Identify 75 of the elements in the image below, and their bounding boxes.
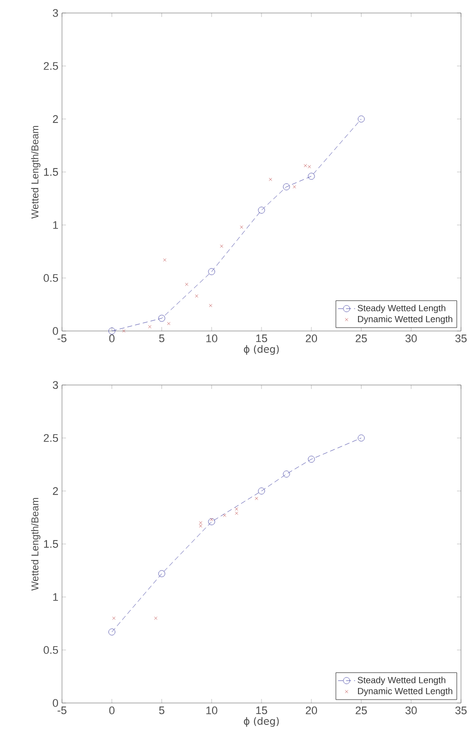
y-tick-label: 0: [52, 699, 58, 707]
point: [209, 304, 212, 308]
y-tick-label: 0.5: [44, 274, 58, 282]
point: [154, 616, 158, 620]
legend-label: Dynamic Wetted Length: [358, 688, 452, 696]
point: [208, 518, 216, 526]
y-tick-label: 0.5: [44, 646, 58, 654]
point: [220, 244, 224, 248]
x-tick-label: 0: [109, 706, 114, 714]
point: [308, 172, 315, 180]
point: [240, 226, 244, 229]
y-tick-label: 3: [52, 9, 58, 17]
point: [158, 570, 166, 578]
point: [208, 268, 216, 276]
x-tick-label: 30: [405, 334, 417, 342]
y-tick-label: 2.5: [44, 62, 58, 70]
x-tick-label: 30: [405, 706, 417, 714]
legend-label: Dynamic Wetted Length: [358, 316, 452, 324]
x-tick-label: -5: [58, 706, 66, 714]
x-tick-label: 25: [356, 334, 367, 342]
x-tick-label: 25: [356, 706, 367, 714]
x-tick-label: 35: [455, 334, 467, 342]
point: [268, 178, 272, 182]
y-tick-label: 1: [53, 593, 58, 601]
x-axis-title: ϕ (deg): [244, 345, 279, 355]
y-tick-label: 2: [52, 487, 58, 495]
point: [358, 434, 365, 442]
point: [167, 322, 170, 326]
point: [163, 258, 166, 262]
x-tick-label: 10: [206, 706, 218, 714]
point: [283, 470, 290, 478]
point: [358, 116, 365, 122]
point: [308, 456, 315, 463]
x-tick-label: 20: [306, 706, 318, 714]
point: [158, 314, 166, 322]
point: [108, 628, 116, 636]
point: [283, 183, 290, 190]
x-tick-label: 5: [159, 706, 164, 714]
point: [199, 524, 202, 528]
point: [254, 496, 258, 500]
point: [210, 518, 214, 522]
x-tick-label: 0: [109, 334, 114, 342]
point: [108, 328, 116, 334]
point: [234, 512, 238, 515]
y-tick-label: 0: [52, 327, 58, 335]
y-tick-label: 2: [52, 115, 58, 123]
x-tick-label: 35: [455, 706, 467, 714]
x-axis-title: ϕ (deg): [244, 717, 279, 727]
point: [112, 616, 116, 620]
point: [199, 521, 202, 524]
x-tick-label: 5: [159, 334, 164, 342]
y-tick-label: 1.5: [44, 168, 58, 176]
point: [308, 165, 311, 168]
point: [258, 488, 265, 494]
point: [185, 282, 188, 286]
y-tick-label: 1.5: [44, 540, 58, 548]
y-axis-title: Wetted Length/Beam: [31, 126, 40, 219]
point: [304, 164, 307, 168]
y-tick-label: 3: [52, 381, 58, 389]
x-tick-label: 20: [306, 334, 318, 342]
point: [195, 294, 198, 298]
legend-label: Steady Wetted Length: [358, 676, 446, 686]
legend-label: Steady Wetted Length: [358, 304, 446, 314]
y-tick-label: 2.5: [44, 434, 58, 442]
point: [234, 507, 238, 511]
x-tick-label: 10: [206, 334, 218, 342]
y-tick-label: 1: [53, 221, 58, 229]
point: [258, 206, 265, 214]
y-axis-title: Wetted Length/Beam: [31, 498, 40, 591]
x-tick-label: 15: [256, 334, 268, 342]
point: [222, 514, 226, 517]
point: [122, 329, 126, 333]
point: [292, 185, 296, 188]
x-tick-label: -5: [58, 334, 66, 342]
x-tick-label: 15: [256, 706, 268, 714]
